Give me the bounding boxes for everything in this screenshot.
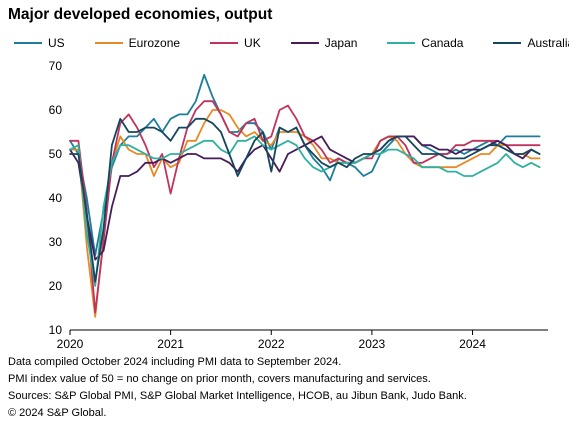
x-tick-label: 2021 [157,337,184,350]
legend-item-us: US [14,36,65,50]
legend-item-eurozone: Eurozone [94,36,181,50]
y-tick-label: 10 [49,323,63,337]
y-tick-label: 40 [49,191,63,205]
line-chart: 10 20 30 40 50 60 70 2020 2021 2022 2023 2024 [49,59,548,350]
legend-swatch-eurozone [94,42,123,44]
x-tick-label: 2023 [359,337,386,350]
series-line-uk [69,100,541,314]
legend-label-eurozone: Eurozone [128,36,181,50]
footnote-pmi-index: PMI index value of 50 = no change on pri… [8,373,431,385]
legend-swatch-uk [210,42,239,44]
series-line-australia [69,117,541,283]
x-tick-label: 2024 [459,337,486,350]
series-line-us [69,73,541,257]
legend-item-canada: Canada [387,36,463,50]
footnotes: Data compiled October 2024 including PMI… [8,354,467,422]
y-tick-label: 70 [49,59,63,73]
y-tick-label: 60 [49,103,63,117]
legend-swatch-japan [290,42,319,44]
legend-item-uk: UK [210,36,261,50]
legend-swatch-australia [493,42,522,44]
x-tick-label: 2022 [258,337,285,350]
y-tick-label: 20 [49,279,63,293]
legend-label-japan: Japan [324,36,358,50]
legend-item-australia: Australia [493,36,569,50]
chart-legend: US Eurozone UK Japan Canada Australia [14,36,569,50]
legend-label-us: US [48,36,65,50]
legend-label-canada: Canada [421,36,464,50]
legend-swatch-us [14,42,42,44]
legend-label-uk: UK [244,36,261,50]
footnote-sources: Sources: S&P Global PMI, S&P Global Mark… [8,390,467,402]
footnote-copyright: © 2024 S&P Global. [8,407,107,419]
chart-title: Major developed economies, output [8,6,273,23]
y-tick-label: 50 [49,147,63,161]
series-line-eurozone [69,109,541,318]
legend-label-australia: Australia [527,36,569,50]
legend-swatch-canada [387,42,416,44]
legend-item-japan: Japan [290,36,358,50]
footnote-data-compiled: Data compiled October 2024 including PMI… [8,356,342,368]
y-tick-label: 30 [49,235,63,249]
series-line-canada [69,135,541,287]
x-tick-label: 2020 [57,337,84,350]
